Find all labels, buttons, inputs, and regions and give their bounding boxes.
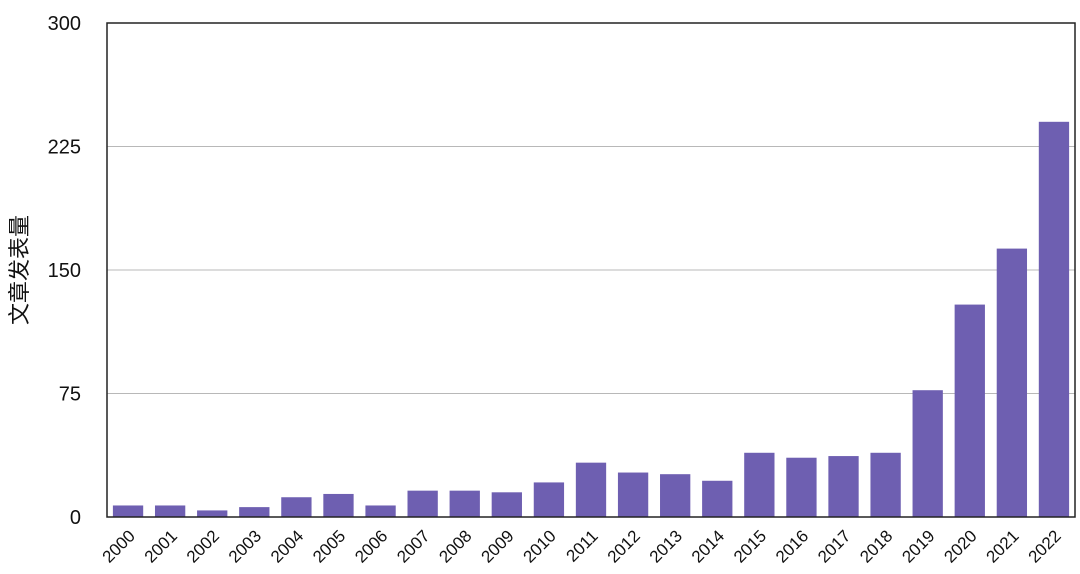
x-tick-label: 2009: [477, 526, 517, 566]
plot-frame: [106, 22, 1076, 518]
x-tick-label: 2017: [814, 526, 854, 566]
x-tick-label: 2004: [267, 526, 307, 566]
bar-2022: [1038, 121, 1070, 518]
bar-2000: [112, 505, 144, 517]
bar-2015: [744, 452, 775, 517]
bar-2021: [996, 248, 1028, 518]
x-tick-label: 2007: [393, 526, 433, 566]
bar-2004: [281, 497, 312, 517]
bar-2017: [828, 456, 859, 517]
x-tick-label: 2003: [225, 526, 265, 566]
x-axis-ticks: 2000 2001 2002 2003 2004 2005 2006 2007 2008 2009…: [99, 526, 1065, 566]
bar-2019: [912, 390, 943, 517]
x-tick-label: 2022: [1025, 526, 1065, 566]
x-tick-label: 2001: [141, 526, 181, 566]
bar-2014: [702, 480, 733, 517]
bar-2006: [365, 505, 396, 517]
x-tick-label: 2012: [604, 526, 644, 566]
y-tick-label: 0: [70, 507, 81, 529]
y-axis-ticks: 0 75 150 225 300: [48, 13, 81, 529]
bar-2003: [239, 507, 270, 517]
y-axis-label: 文章发表量: [8, 215, 33, 325]
bar-2016: [786, 457, 817, 517]
bar-2007: [407, 490, 438, 517]
x-tick-label: 2010: [520, 526, 560, 566]
bar-2002: [197, 510, 228, 517]
x-tick-label: 2005: [309, 526, 349, 566]
x-tick-label: 2000: [99, 526, 139, 566]
y-tick-label: 300: [48, 13, 81, 35]
x-tick-label: 2013: [646, 526, 686, 566]
x-tick-label: 2011: [563, 526, 602, 565]
bar-2020: [954, 304, 985, 517]
y-tick-label: 150: [48, 260, 81, 282]
bar-2009: [491, 492, 522, 517]
x-tick-label: 2018: [856, 526, 896, 566]
x-tick-label: 2019: [898, 526, 938, 566]
x-tick-label: 2014: [688, 526, 728, 566]
bar-2012: [617, 472, 649, 517]
bar-2010: [533, 482, 565, 517]
bar-2001: [154, 505, 186, 517]
x-tick-label: 2021: [983, 526, 1023, 566]
x-tick-label: 2006: [351, 526, 391, 566]
bars: [112, 121, 1070, 518]
bar-2008: [449, 490, 480, 517]
gridlines: [107, 146, 1075, 394]
bar-2005: [323, 493, 354, 517]
bar-2011: [575, 462, 607, 517]
x-tick-label: 2020: [940, 526, 980, 566]
bar-2018: [870, 452, 901, 517]
y-tick-label: 225: [48, 137, 81, 159]
x-tick-label: 2015: [730, 526, 770, 566]
x-tick-label: 2008: [435, 526, 475, 566]
x-tick-label: 2002: [183, 526, 223, 566]
bar-2013: [660, 474, 691, 517]
y-tick-label: 75: [59, 384, 81, 406]
x-tick-label: 2016: [772, 526, 812, 566]
